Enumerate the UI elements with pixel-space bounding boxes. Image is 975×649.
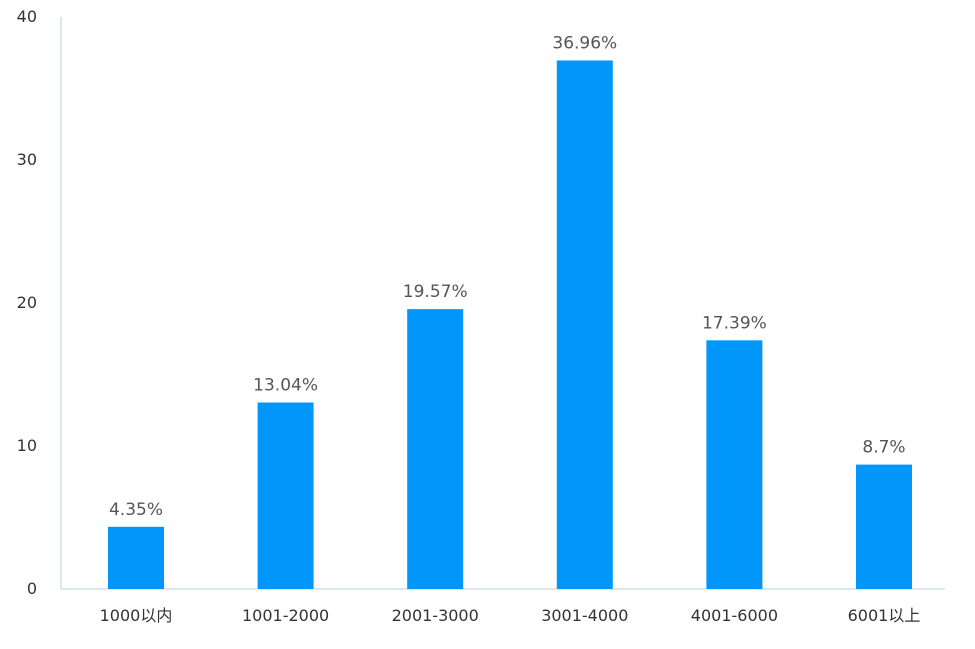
- y-tick-label: 30: [17, 150, 37, 169]
- x-tick-label: 2001-3000: [392, 606, 479, 625]
- y-tick-label: 10: [17, 436, 37, 455]
- data-labels: 4.35% 13.04% 19.57% 36.96% 17.39% 8.7%: [109, 33, 906, 519]
- y-tick-label: 40: [17, 7, 37, 26]
- bar-3: [407, 309, 464, 589]
- data-label: 8.7%: [862, 438, 905, 458]
- x-axis-ticks: 1000以内 1001-2000 2001-3000 3001-4000 4001-60…: [100, 606, 921, 625]
- y-tick-label: 20: [17, 293, 37, 312]
- data-label: 13.04%: [253, 376, 318, 396]
- bar-4: [556, 60, 613, 590]
- axes: [60, 17, 945, 590]
- data-label: 19.57%: [403, 282, 468, 302]
- bar-6: [856, 464, 912, 589]
- data-label: 4.35%: [109, 500, 163, 520]
- x-tick-label: 3001-4000: [541, 606, 628, 625]
- data-label: 17.39%: [702, 313, 767, 333]
- y-tick-label: 0: [27, 579, 37, 598]
- bars: [108, 60, 912, 590]
- x-tick-label: 4001-6000: [691, 606, 778, 625]
- bar-2: [257, 402, 314, 589]
- data-label: 36.96%: [552, 33, 617, 53]
- x-tick-label: 6001以上: [848, 606, 921, 625]
- x-tick-label: 1001-2000: [242, 606, 329, 625]
- bar-1: [108, 526, 164, 589]
- bar-5: [706, 340, 763, 589]
- x-tick-label: 1000以内: [100, 606, 173, 625]
- y-axis-ticks: 0 10 20 30 40: [17, 7, 37, 598]
